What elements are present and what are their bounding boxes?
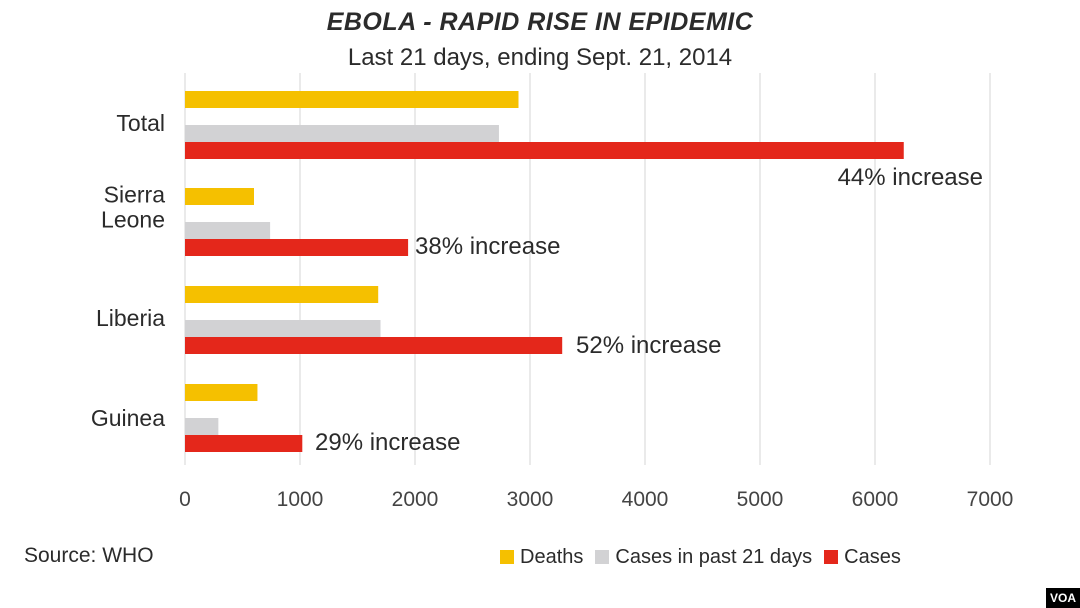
bar-guinea-cases-in-past-21-days xyxy=(185,418,219,435)
annotation-1: 38% increase xyxy=(415,233,560,260)
x-tick-label-4: 4000 xyxy=(622,488,669,511)
legend-label-cases: Cases xyxy=(844,545,901,568)
legend-item-deaths: Deaths xyxy=(500,546,583,569)
bar-liberia-cases xyxy=(185,337,563,354)
x-tick-label-6: 6000 xyxy=(852,488,899,511)
legend-label-cases-past-21-days: Cases in past 21 days xyxy=(615,545,813,568)
bar-guinea-deaths xyxy=(185,384,258,401)
legend: Deaths Cases in past 21 days Cases xyxy=(500,544,901,570)
annotation-2: 52% increase xyxy=(576,332,721,359)
category-label-1-1: Leone xyxy=(101,207,165,233)
legend-swatch-cases xyxy=(824,550,839,564)
bar-sierra-leone-cases xyxy=(185,239,409,256)
bar-total-cases xyxy=(185,142,904,159)
category-label-2-0: Liberia xyxy=(96,305,165,331)
x-tick-label-0: 0 xyxy=(179,488,191,511)
bar-liberia-cases-in-past-21-days xyxy=(185,320,381,337)
x-tick-label-2: 2000 xyxy=(392,488,439,511)
source-note: Source: WHO xyxy=(24,544,154,567)
x-tick-label-5: 5000 xyxy=(737,488,784,511)
chart-subtitle: Last 21 days, ending Sept. 21, 2014 xyxy=(347,44,733,71)
x-tick-label-7: 7000 xyxy=(967,488,1014,511)
chart-title: EBOLA - RAPID RISE IN EPIDEMIC xyxy=(326,8,754,36)
category-label-3-0: Guinea xyxy=(91,405,165,431)
annotation-0: 44% increase xyxy=(838,164,983,191)
x-tick-label-3: 3000 xyxy=(507,488,554,511)
voa-logo: VOA xyxy=(1046,588,1080,608)
bar-liberia-deaths xyxy=(185,286,379,303)
x-tick-label-1: 1000 xyxy=(277,488,324,511)
legend-item-cases: Cases xyxy=(824,546,901,569)
bar-sierra-leone-cases-in-past-21-days xyxy=(185,222,271,239)
legend-item-cases-past-21-days: Cases in past 21 days xyxy=(595,546,812,569)
legend-swatch-cases-past-21-days xyxy=(595,550,610,564)
bar-guinea-cases xyxy=(185,435,303,452)
legend-label-deaths: Deaths xyxy=(520,545,584,568)
bar-total-deaths xyxy=(185,91,519,108)
category-label-1-0: Sierra xyxy=(104,182,166,208)
legend-swatch-deaths xyxy=(500,550,514,564)
category-label-0-0: Total xyxy=(116,110,165,136)
bar-sierra-leone-deaths xyxy=(185,188,254,205)
annotation-3: 29% increase xyxy=(315,429,460,456)
bar-total-cases-in-past-21-days xyxy=(185,125,499,142)
